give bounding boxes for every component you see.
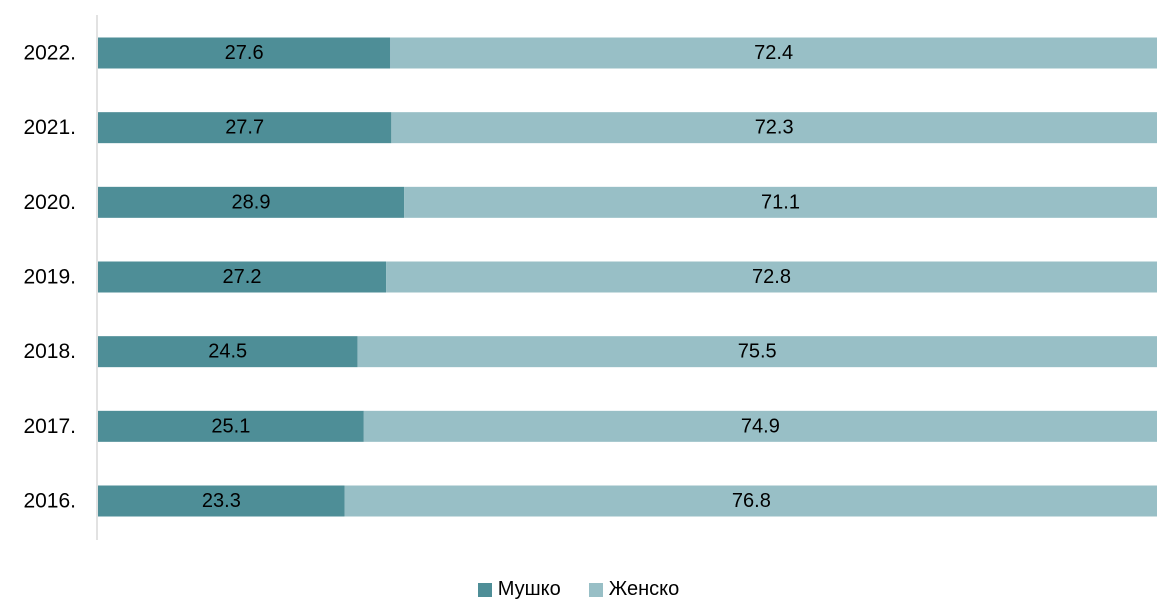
- data-label: 71.1: [761, 191, 800, 213]
- legend-label-female: Женско: [608, 578, 680, 600]
- data-label: 27.7: [225, 117, 264, 139]
- data-label: 72.4: [754, 42, 793, 64]
- bar-segment-male: [98, 336, 358, 368]
- bar-segment-male: [98, 410, 364, 442]
- legend-label-male: Мушко: [497, 578, 561, 600]
- y-tick-label: 2021.: [23, 116, 76, 139]
- bar-segment-male: [98, 485, 345, 517]
- data-label: 74.9: [741, 415, 780, 437]
- legend-item-male: Мушко: [477, 578, 561, 601]
- data-label: 24.5: [208, 341, 247, 363]
- bar-segment-male: [98, 261, 387, 293]
- y-tick-labels: 2022. 2021. 2020. 2019. 2018. 2017. 2016.: [23, 42, 76, 513]
- y-tick-label: 2020.: [23, 191, 76, 214]
- legend: Мушко Женско: [0, 578, 1157, 601]
- data-label: 23.3: [202, 490, 241, 512]
- bars: [98, 37, 1157, 517]
- y-tick-label: 2016.: [23, 490, 76, 513]
- bar-segment-female: [363, 410, 1157, 442]
- y-tick-label: 2018.: [23, 340, 76, 363]
- bar-segment-male: [98, 37, 391, 69]
- data-label: 72.3: [755, 117, 794, 139]
- bar-segment-female: [390, 37, 1157, 69]
- data-label: 27.6: [225, 42, 264, 64]
- data-label: 76.8: [732, 490, 771, 512]
- y-tick-label: 2017.: [23, 415, 76, 438]
- legend-item-female: Женско: [588, 578, 680, 601]
- bar-segment-female: [344, 485, 1157, 517]
- bar-segment-female: [386, 261, 1157, 293]
- bar-segment-male: [98, 112, 392, 144]
- bar-segment-female: [391, 112, 1157, 144]
- data-label: 27.2: [223, 266, 262, 288]
- data-labels: 27.6 72.4 27.7 72.3 28.9 71.1 27.2 72.8 24.5 75.5…: [202, 42, 800, 512]
- bar-segment-female: [404, 186, 1157, 218]
- data-label: 72.8: [752, 266, 791, 288]
- data-label: 75.5: [738, 341, 777, 363]
- bar-segment-male: [98, 186, 405, 218]
- y-tick-label: 2022.: [23, 42, 76, 65]
- data-label: 25.1: [211, 415, 250, 437]
- y-tick-label: 2019.: [23, 266, 76, 289]
- legend-swatch-male: [477, 582, 492, 597]
- bar-segment-female: [357, 336, 1157, 368]
- data-label: 28.9: [232, 191, 271, 213]
- legend-swatch-female: [588, 582, 603, 597]
